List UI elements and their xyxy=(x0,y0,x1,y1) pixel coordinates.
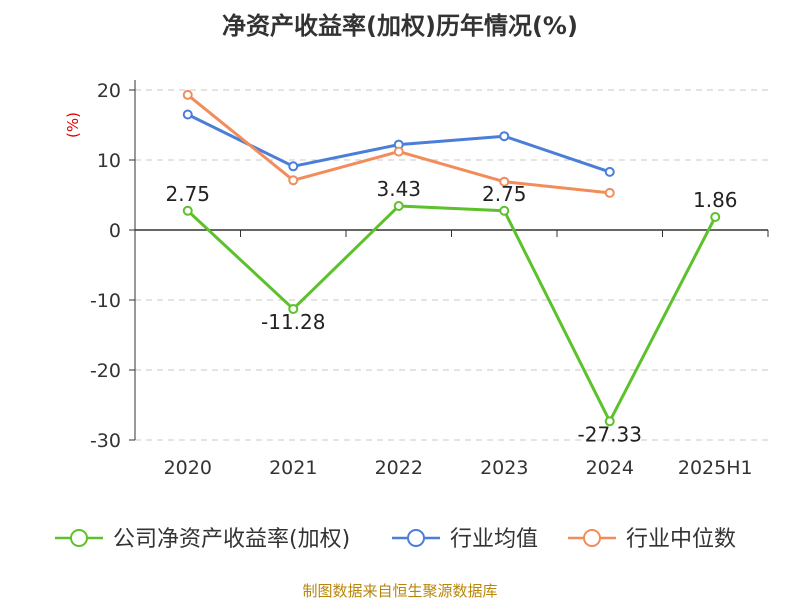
chart-title: 净资产收益率(加权)历年情况(%) xyxy=(222,12,578,40)
data-point xyxy=(499,205,510,216)
data-point xyxy=(499,176,510,187)
data-label: -11.28 xyxy=(261,310,325,334)
data-point xyxy=(182,205,193,216)
source-note: 制图数据来自恒生聚源数据库 xyxy=(302,582,498,600)
data-label: 3.43 xyxy=(376,177,421,201)
data-label: 2.75 xyxy=(482,182,527,206)
legend-marker xyxy=(407,529,425,547)
x-tick-label: 2021 xyxy=(269,457,317,479)
y-tick-label: 20 xyxy=(97,80,121,102)
data-point xyxy=(604,187,615,198)
data-point xyxy=(604,416,615,427)
data-label: 2.75 xyxy=(165,182,210,206)
x-tick-label: 2020 xyxy=(164,457,212,479)
legend-label: 行业中位数 xyxy=(626,527,736,552)
data-point xyxy=(499,131,510,142)
data-point xyxy=(288,161,299,172)
legend-marker xyxy=(583,529,601,547)
data-point xyxy=(604,166,615,177)
data-label: -27.33 xyxy=(578,422,642,446)
data-point xyxy=(182,89,193,100)
y-tick-label: -10 xyxy=(90,290,121,312)
y-tick-label: -30 xyxy=(90,430,121,452)
x-tick-label: 2022 xyxy=(375,457,423,479)
y-unit-label: (%) xyxy=(64,112,82,138)
data-label: 1.86 xyxy=(693,188,738,212)
y-tick-label: 0 xyxy=(109,220,121,242)
x-tick-label: 2023 xyxy=(480,457,528,479)
legend-label: 行业均值 xyxy=(450,527,538,552)
data-point xyxy=(393,146,404,157)
data-point xyxy=(710,211,721,222)
data-point xyxy=(182,109,193,120)
legend-label: 公司净资产收益率(加权) xyxy=(113,527,350,552)
data-point xyxy=(288,175,299,186)
data-point xyxy=(393,200,404,211)
series-line xyxy=(186,204,717,423)
x-tick-label: 2024 xyxy=(586,457,634,479)
x-tick-label: 2025H1 xyxy=(678,457,753,479)
y-tick-label: -20 xyxy=(90,360,121,382)
legend-marker xyxy=(70,529,88,547)
data-point xyxy=(288,303,299,314)
y-tick-label: 10 xyxy=(97,150,121,172)
